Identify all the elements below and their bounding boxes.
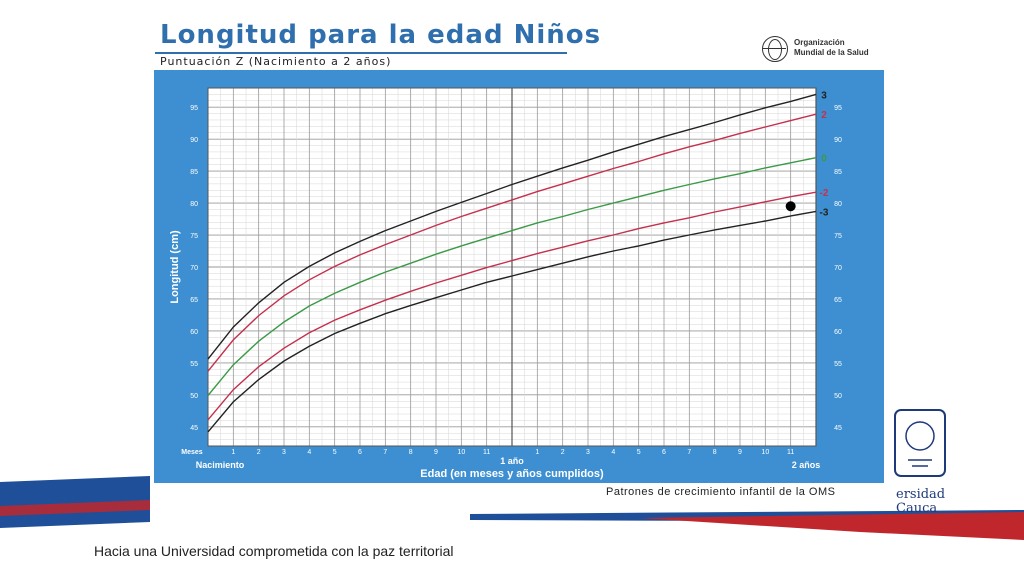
series-label-z-2: -2: [820, 188, 829, 199]
x-tick-label: 11: [483, 449, 490, 456]
y-tick-label-right: 45: [834, 425, 842, 432]
x-axis-title: Edad (en meses y años cumplidos): [420, 468, 604, 480]
university-logo-line2: Cauca: [896, 501, 938, 516]
y-tick-label-left: 85: [190, 169, 198, 176]
x-axis-prefix: Meses: [181, 449, 203, 456]
x-tick-label: 7: [383, 449, 387, 456]
chart-caption: Patrones de crecimiento infantil de la O…: [606, 486, 836, 498]
title-underline: [155, 52, 567, 54]
plot-border: [207, 87, 817, 447]
y-tick-label-right: 90: [834, 137, 842, 144]
x-tick-label: 9: [434, 449, 438, 456]
series-line-z-3: [207, 210, 817, 433]
chart-subtitle: Puntuación Z (Nacimiento a 2 años): [160, 55, 392, 68]
y-tick-label-left: 70: [190, 265, 198, 272]
x-tick-label: 10: [457, 449, 465, 456]
chart-panel: 45 45 50 50 55 55 60 60 65 65 70 70 75 75 80 80 85 85 90 90…: [154, 70, 884, 483]
globe-icon: [762, 36, 788, 62]
series-label-z2: 2: [821, 110, 827, 121]
right-red-band: [640, 512, 1024, 540]
who-logo-text: Organización Mundial de la Salud: [794, 38, 869, 58]
chart-labels: Edad (en meses y años cumplidos) Longitud…: [169, 90, 829, 480]
y-tick-label-left: 95: [190, 105, 198, 112]
y-tick-label-left: 45: [190, 425, 198, 432]
x-label-1-year: 1 año: [500, 456, 524, 466]
y-tick-label-left: 50: [190, 393, 198, 400]
x-tick-label: 7: [687, 449, 691, 456]
y-axis-title: Longitud (cm): [169, 230, 181, 304]
x-tick-label: 4: [611, 449, 615, 456]
y-tick-label-left: 75: [190, 233, 198, 240]
x-tick-label: 11: [787, 449, 794, 456]
left-blue-band: [0, 476, 150, 528]
y-tick-label-right: 55: [834, 361, 842, 368]
series-line-z-2: [207, 191, 817, 421]
y-tick-label-right: 50: [834, 393, 842, 400]
series-line-z0: [207, 157, 817, 396]
x-tick-label: 6: [358, 449, 362, 456]
y-tick-label-left: 55: [190, 361, 198, 368]
y-tick-label-right: 70: [834, 265, 842, 272]
decorative-bands: [0, 476, 1024, 540]
chart-series: [207, 93, 817, 433]
x-tick-label: 2: [257, 449, 261, 456]
who-logo-line2: Mundial de la Salud: [794, 48, 869, 57]
left-red-band: [0, 500, 150, 516]
x-tick-label: 4: [307, 449, 311, 456]
series-line-z3: [207, 93, 817, 360]
x-tick-label: 2: [561, 449, 565, 456]
x-tick-label: 8: [713, 449, 717, 456]
chart-title: Longitud para la edad Niños: [160, 20, 602, 50]
footer-slogan: Hacia una Universidad comprometida con l…: [94, 543, 454, 559]
x-tick-label: 3: [586, 449, 590, 456]
y-tick-label-right: 65: [834, 297, 842, 304]
university-seal: [893, 408, 948, 478]
x-tick-label: 1: [535, 449, 539, 456]
y-tick-label-right: 75: [834, 233, 842, 240]
y-tick-label-left: 90: [190, 137, 198, 144]
series-label-z3: 3: [821, 90, 827, 101]
y-tick-label-right: 95: [834, 105, 842, 112]
series-label-z-3: -3: [820, 207, 829, 218]
x-tick-label: 10: [761, 449, 769, 456]
y-tick-label-right: 85: [834, 169, 842, 176]
x-label-birth: Nacimiento: [196, 460, 245, 470]
x-tick-label: 1: [231, 449, 235, 456]
y-tick-label-right: 60: [834, 329, 842, 336]
x-label-2-years: 2 años: [792, 460, 821, 470]
series-label-z0: 0: [821, 154, 827, 165]
y-tick-label-left: 65: [190, 297, 198, 304]
x-tick-label: 8: [409, 449, 413, 456]
x-tick-label: 9: [738, 449, 742, 456]
who-logo: Organización Mundial de la Salud: [762, 36, 892, 64]
x-tick-label: 3: [282, 449, 286, 456]
x-tick-label: 5: [333, 449, 337, 456]
chart-grid: [207, 87, 817, 447]
university-logo-text: ersidad Cauca: [896, 488, 945, 516]
y-tick-label-left: 80: [190, 201, 198, 208]
x-tick-label: 6: [662, 449, 666, 456]
x-tick-label: 5: [637, 449, 641, 456]
y-tick-label-right: 80: [834, 201, 842, 208]
who-logo-line1: Organización: [794, 38, 845, 47]
measurement-point: [785, 201, 796, 212]
series-line-z2: [207, 113, 817, 372]
university-logo-line1: ersidad: [896, 487, 946, 502]
y-tick-label-left: 60: [190, 329, 198, 336]
